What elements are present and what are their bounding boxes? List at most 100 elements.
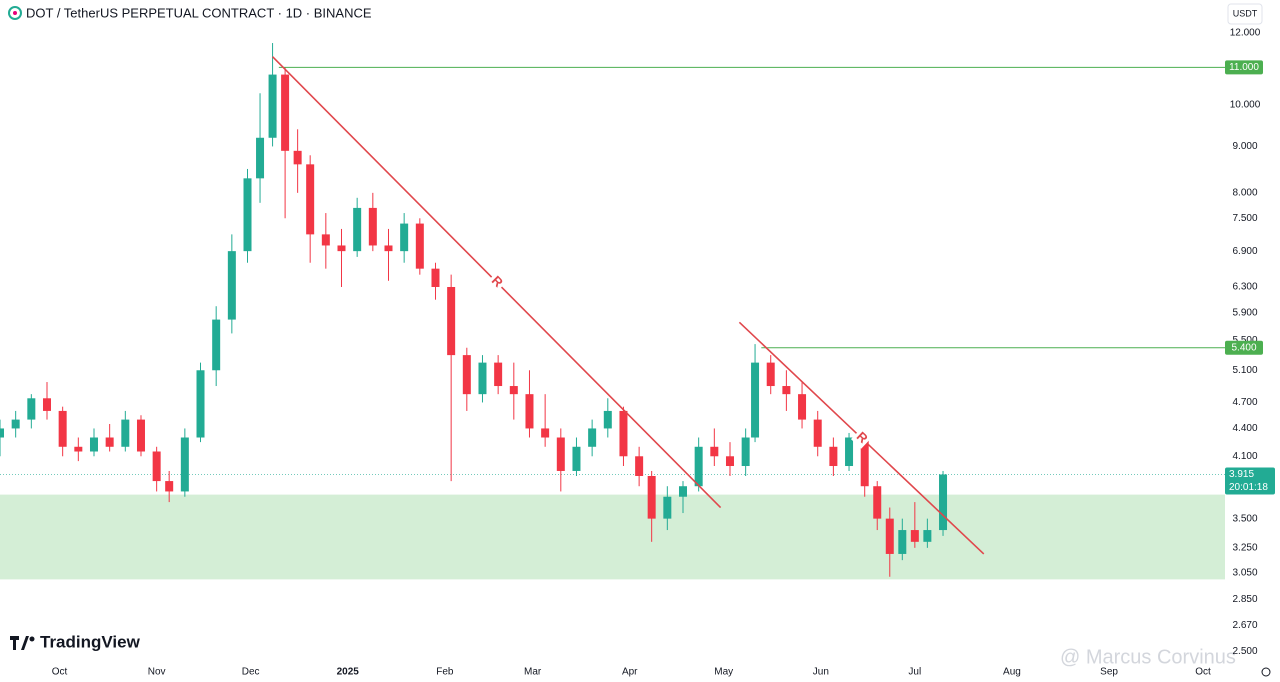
y-tick-label: 4.700 xyxy=(1232,397,1257,408)
brand-name: TradingView xyxy=(40,632,141,651)
support-zone xyxy=(0,494,1225,580)
y-tick-label: 2.670 xyxy=(1232,620,1257,631)
x-tick-label: Jun xyxy=(813,667,829,678)
x-tick-label: Feb xyxy=(436,667,454,678)
candle-body xyxy=(353,207,362,252)
candle-body xyxy=(227,251,236,320)
y-tick-label: 5.900 xyxy=(1232,307,1257,318)
candle-body xyxy=(321,234,330,246)
candle-body xyxy=(368,207,377,246)
candle-body xyxy=(0,428,4,438)
candle-body xyxy=(829,446,838,467)
candle-body xyxy=(165,481,174,492)
last-price-badge xyxy=(1225,467,1275,495)
x-tick-label: May xyxy=(714,667,733,678)
candle-body xyxy=(751,362,760,438)
candle-body xyxy=(678,486,687,497)
y-tick-label: 9.000 xyxy=(1232,141,1257,152)
level-badge xyxy=(1225,340,1263,355)
candle-body xyxy=(196,370,205,438)
settings-icon[interactable] xyxy=(1261,667,1271,677)
candle-body xyxy=(635,456,644,476)
candle-body xyxy=(89,437,98,452)
candle-body xyxy=(525,394,534,429)
x-tick-label: Mar xyxy=(524,667,542,678)
y-tick-label: 10.000 xyxy=(1230,100,1261,111)
x-tick-label: 2025 xyxy=(337,667,360,678)
currency-label[interactable]: USDT xyxy=(1233,8,1258,18)
candle-body xyxy=(256,137,265,179)
candle-body xyxy=(42,398,51,411)
candle-body xyxy=(105,437,114,447)
x-tick-label: Nov xyxy=(148,667,166,678)
candle-body xyxy=(400,223,409,252)
candle-body xyxy=(509,386,518,395)
candle-body xyxy=(741,437,750,467)
y-tick-label: 2.850 xyxy=(1232,594,1257,605)
candle-body xyxy=(725,456,734,467)
candle-body xyxy=(845,437,854,467)
candle-body xyxy=(281,74,290,151)
candle-body xyxy=(293,150,302,165)
candle-body xyxy=(898,530,907,554)
candle-body xyxy=(243,178,252,252)
candle-body xyxy=(603,410,612,429)
y-tick-label: 4.400 xyxy=(1232,423,1257,434)
candle-body xyxy=(873,486,882,519)
candle-body xyxy=(663,496,672,519)
x-tick-label: Oct xyxy=(52,667,68,678)
candle-body xyxy=(860,437,869,487)
candle-body xyxy=(431,268,440,287)
currency-button[interactable] xyxy=(1227,3,1263,25)
trendline-label-bg xyxy=(485,271,508,293)
candle-body xyxy=(647,475,656,519)
candle-body xyxy=(306,164,315,235)
candle-body xyxy=(180,437,189,492)
candle-body xyxy=(572,446,581,471)
candle-body xyxy=(798,394,807,420)
candle-body xyxy=(694,446,703,487)
candle-body xyxy=(478,362,487,395)
level-label: 11.000 xyxy=(1229,62,1259,73)
y-tick-label: 6.900 xyxy=(1232,246,1257,257)
candle-body xyxy=(619,410,628,457)
candle-body xyxy=(58,410,67,447)
candle-body xyxy=(136,419,145,452)
x-tick-label: Apr xyxy=(622,667,638,678)
y-tick-label: 12.000 xyxy=(1230,28,1261,39)
y-tick-label: 3.050 xyxy=(1232,568,1257,579)
y-tick-label: 5.500 xyxy=(1232,335,1257,346)
candle-body xyxy=(939,474,948,531)
y-tick-label: 4.100 xyxy=(1232,451,1257,462)
candle-body xyxy=(910,530,919,542)
candle-body xyxy=(11,419,20,429)
y-tick-label: 3.500 xyxy=(1232,513,1257,524)
chart-title: DOT / TetherUS PERPETUAL CONTRACT · 1D ·… xyxy=(26,5,372,20)
x-tick-label: Jul xyxy=(908,667,921,678)
candle-body xyxy=(121,419,130,447)
y-tick-label: 2.500 xyxy=(1232,646,1257,657)
candle-body xyxy=(494,362,503,387)
y-tick-label: 5.100 xyxy=(1232,365,1257,376)
candle-body xyxy=(152,451,161,482)
candle-body xyxy=(212,319,221,371)
y-tick-label: 7.500 xyxy=(1232,213,1257,224)
candle-body xyxy=(384,245,393,252)
countdown-label: 20:01:18 xyxy=(1229,482,1268,493)
candle-body xyxy=(415,223,424,269)
candle-body xyxy=(588,428,597,447)
candle-body xyxy=(782,386,791,395)
x-tick-label: Sep xyxy=(1100,667,1118,678)
level-label: 5.400 xyxy=(1231,342,1256,353)
candle-body xyxy=(447,286,456,356)
x-tick-label: Dec xyxy=(242,667,260,678)
candle-body xyxy=(885,518,894,554)
symbol-icon xyxy=(8,6,22,20)
y-tick-label: 6.300 xyxy=(1232,282,1257,293)
candle-body xyxy=(923,530,932,542)
candle-body xyxy=(27,398,36,420)
watermark: @ Marcus Corvinus xyxy=(1060,646,1236,668)
plot-area: RR xyxy=(0,43,1225,580)
